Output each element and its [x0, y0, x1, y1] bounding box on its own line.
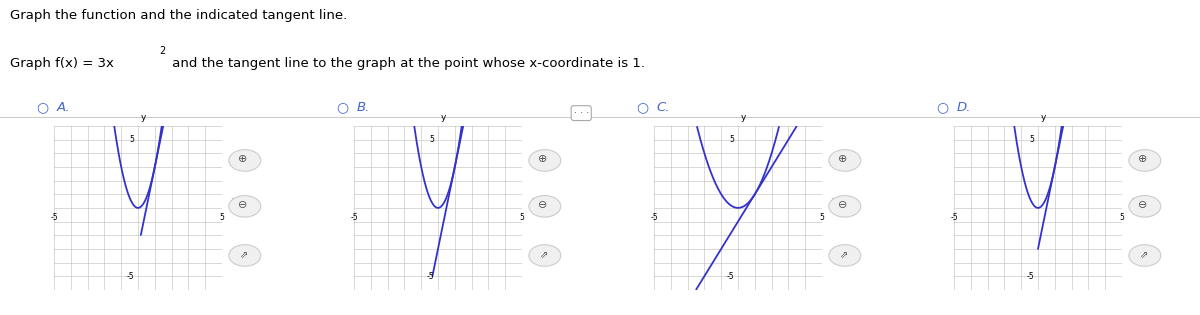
Text: -5: -5 [427, 272, 434, 281]
Text: ⊕: ⊕ [538, 154, 547, 164]
Text: -5: -5 [950, 213, 958, 222]
Text: x: x [532, 196, 538, 205]
Text: ⊕: ⊕ [238, 154, 247, 164]
Circle shape [1129, 150, 1160, 171]
Circle shape [529, 196, 560, 217]
Text: y: y [1040, 113, 1046, 122]
Text: ⇗: ⇗ [539, 250, 547, 261]
Text: Graph the function and the indicated tangent line.: Graph the function and the indicated tan… [10, 9, 347, 22]
Text: 5: 5 [220, 213, 224, 222]
Text: x: x [832, 196, 838, 205]
Text: -5: -5 [1027, 272, 1034, 281]
Text: ⊖: ⊖ [238, 200, 247, 210]
Text: -5: -5 [127, 272, 134, 281]
Text: 2: 2 [160, 46, 166, 56]
Text: ⊖: ⊖ [538, 200, 547, 210]
Text: 5: 5 [520, 213, 524, 222]
Circle shape [1129, 196, 1160, 217]
Text: ⊖: ⊖ [1138, 200, 1147, 210]
Text: ⇗: ⇗ [239, 250, 247, 261]
Circle shape [829, 245, 860, 266]
Text: 5: 5 [130, 135, 134, 144]
Text: 5: 5 [1030, 135, 1034, 144]
Text: A.: A. [56, 100, 70, 114]
Circle shape [529, 245, 560, 266]
Text: x: x [232, 196, 238, 205]
Text: ⇗: ⇗ [839, 250, 847, 261]
Text: ⊕: ⊕ [1138, 154, 1147, 164]
Text: ⊕: ⊕ [838, 154, 847, 164]
Text: -5: -5 [650, 213, 658, 222]
Text: and the tangent line to the graph at the point whose x-coordinate is 1.: and the tangent line to the graph at the… [168, 57, 646, 70]
Text: ○: ○ [636, 100, 648, 114]
Text: ⊖: ⊖ [838, 200, 847, 210]
Text: -5: -5 [50, 213, 58, 222]
Circle shape [1129, 245, 1160, 266]
Text: B.: B. [356, 100, 370, 114]
Text: · · ·: · · · [574, 108, 589, 118]
Text: ○: ○ [36, 100, 48, 114]
Text: C.: C. [656, 100, 670, 114]
Circle shape [829, 150, 860, 171]
Text: -5: -5 [350, 213, 358, 222]
Circle shape [229, 245, 260, 266]
Text: 5: 5 [820, 213, 824, 222]
Text: x: x [1132, 196, 1138, 205]
Circle shape [229, 196, 260, 217]
Text: 5: 5 [730, 135, 734, 144]
Text: D.: D. [956, 100, 971, 114]
Text: -5: -5 [727, 272, 734, 281]
Text: ○: ○ [936, 100, 948, 114]
Text: ○: ○ [336, 100, 348, 114]
Text: Graph f(x) = 3x: Graph f(x) = 3x [10, 57, 114, 70]
Text: ⇗: ⇗ [1139, 250, 1147, 261]
Circle shape [229, 150, 260, 171]
Text: 5: 5 [430, 135, 434, 144]
Circle shape [829, 196, 860, 217]
Text: y: y [140, 113, 146, 122]
Text: y: y [440, 113, 446, 122]
Text: 5: 5 [1120, 213, 1124, 222]
Circle shape [529, 150, 560, 171]
Text: y: y [740, 113, 746, 122]
